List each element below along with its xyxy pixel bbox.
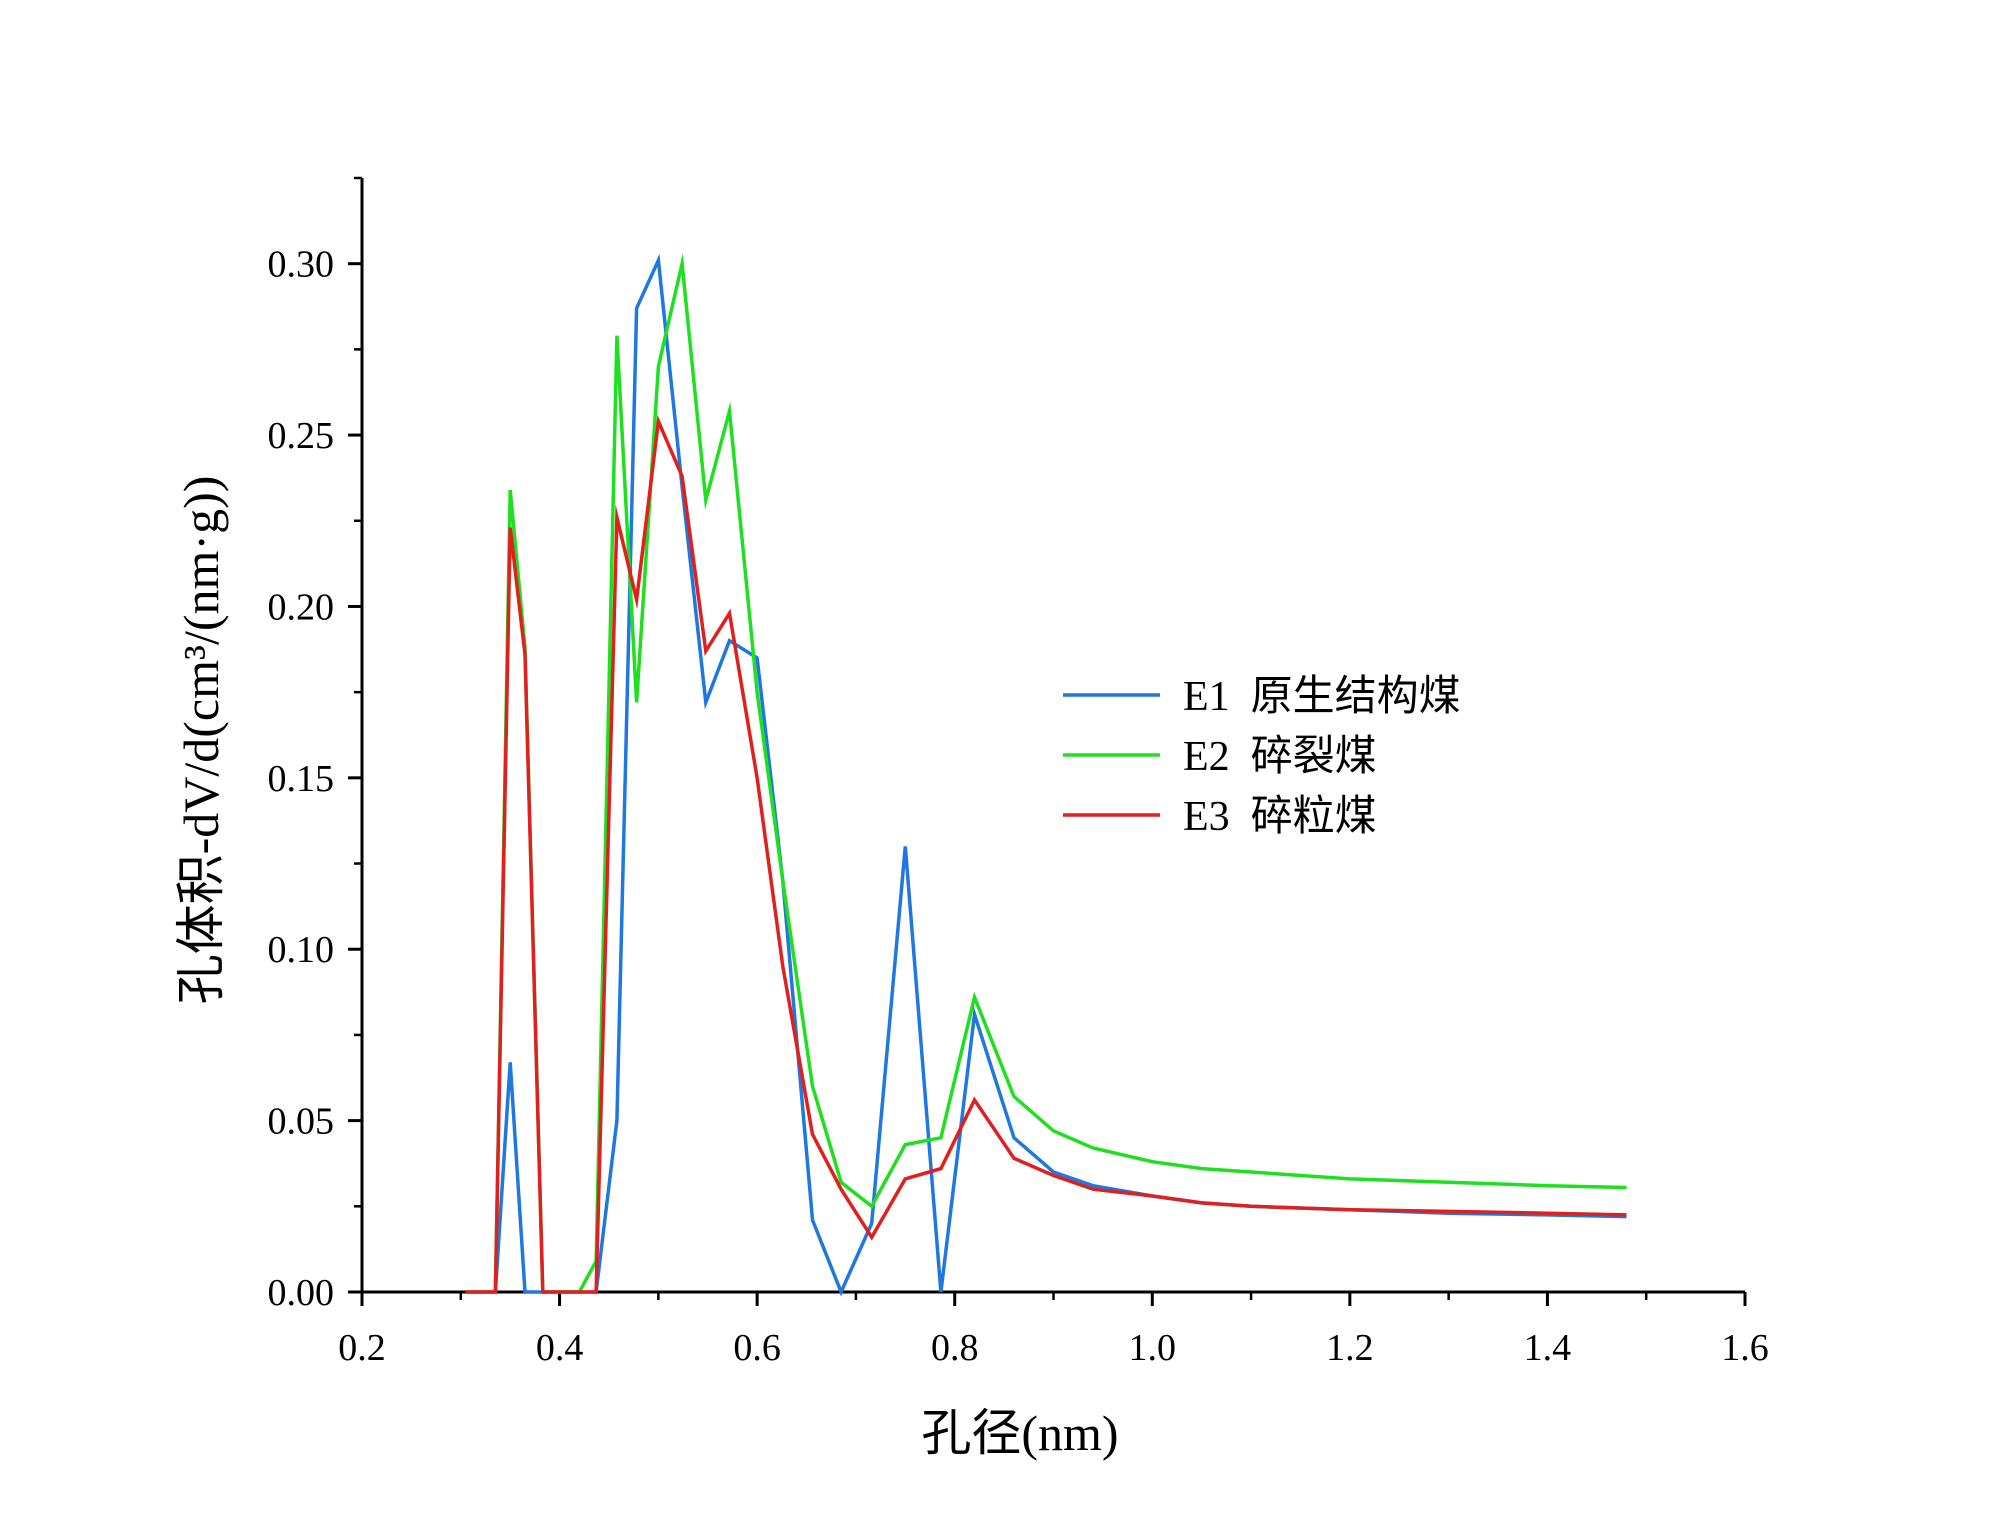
x-tick-label: 1.0 [1129, 1327, 1177, 1369]
y-tick-label: 0.20 [268, 586, 335, 628]
legend-label-e3: E3 碎粒煤 [1183, 794, 1377, 840]
legend-label-e2: E2 碎裂煤 [1183, 734, 1377, 780]
y-tick-label: 0.10 [268, 929, 335, 971]
y-tick-label: 0.15 [268, 758, 335, 800]
x-tick-label: 1.6 [1721, 1327, 1769, 1369]
x-tick-label: 0.4 [536, 1327, 584, 1369]
legend: E1 原生结构煤 E2 碎裂煤 E3 碎粒煤 [1063, 674, 1461, 840]
legend-label-e1: E1 原生结构煤 [1183, 674, 1461, 720]
x-tick-label: 1.4 [1524, 1327, 1572, 1369]
series-line-e3 [465, 414, 1627, 1294]
axes: 0.2 0.4 0.6 0.8 1.0 1.2 1.4 1.6 0.00 0.05 0.10 0.15… [268, 176, 1769, 1369]
y-axis-title: 孔体积-dV/d(cm³/(nm·g)) [173, 476, 229, 1005]
x-tick-label: 1.2 [1326, 1327, 1374, 1369]
x-tick-label: 0.2 [338, 1327, 386, 1369]
x-tick-label: 0.8 [931, 1327, 979, 1369]
plot-area [465, 252, 1627, 1297]
series-line-e2 [465, 252, 1627, 1294]
y-tick-label: 0.00 [268, 1272, 335, 1314]
y-tick-label: 0.30 [268, 244, 335, 286]
y-tick-label: 0.25 [268, 415, 335, 457]
series-line-e1 [465, 253, 1627, 1297]
y-tick-label: 0.05 [268, 1101, 335, 1143]
x-axis-title: 孔径(nm) [921, 1405, 1118, 1461]
x-tick-label: 0.6 [733, 1327, 781, 1369]
